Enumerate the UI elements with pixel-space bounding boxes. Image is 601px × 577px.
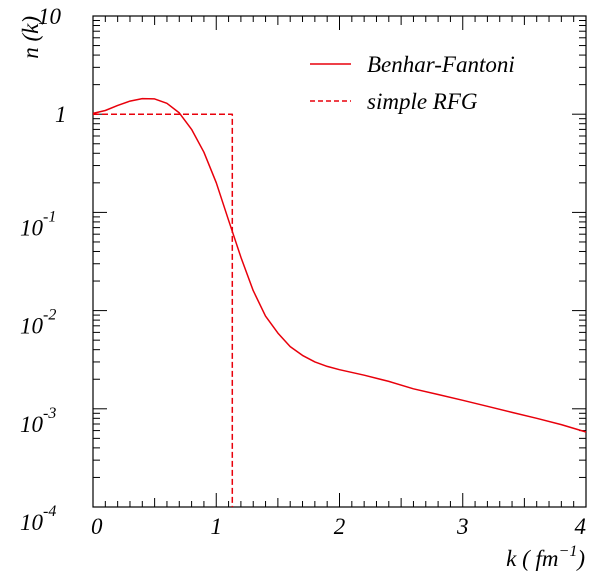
y-tick-label: 10-1 [20,208,56,240]
legend-label-benhar-fantoni: Benhar-Fantoni [367,52,515,77]
x-tick-labels: 0 1 2 3 4 [91,514,586,539]
y-tick-label: 10-4 [20,503,56,535]
series-group [92,97,587,507]
x-axis-label: k ( fm−1) [506,543,585,571]
axis-ticks [92,15,587,508]
x-tick-label: 3 [456,514,469,539]
y-tick-label: 10-2 [20,307,56,339]
x-tick-label: 0 [91,514,103,539]
x-tick-label: 1 [211,514,223,539]
y-axis-label: n (k) [18,16,43,59]
y-tick-label: 10 [38,4,62,29]
plot-frame [92,15,587,508]
x-tick-label: 4 [575,514,587,539]
series-line-simple-rfg [93,113,234,507]
y-tick-labels: 10 1 10-1 10-2 10-3 10-4 [20,4,67,535]
series-line-benhar-fantoni [92,97,587,433]
legend: Benhar-Fantoni simple RFG [310,52,515,114]
y-tick-label: 1 [55,102,67,127]
legend-label-simple-rfg: simple RFG [367,89,478,114]
y-tick-label: 10-3 [20,405,56,437]
x-tick-label: 2 [334,514,346,539]
